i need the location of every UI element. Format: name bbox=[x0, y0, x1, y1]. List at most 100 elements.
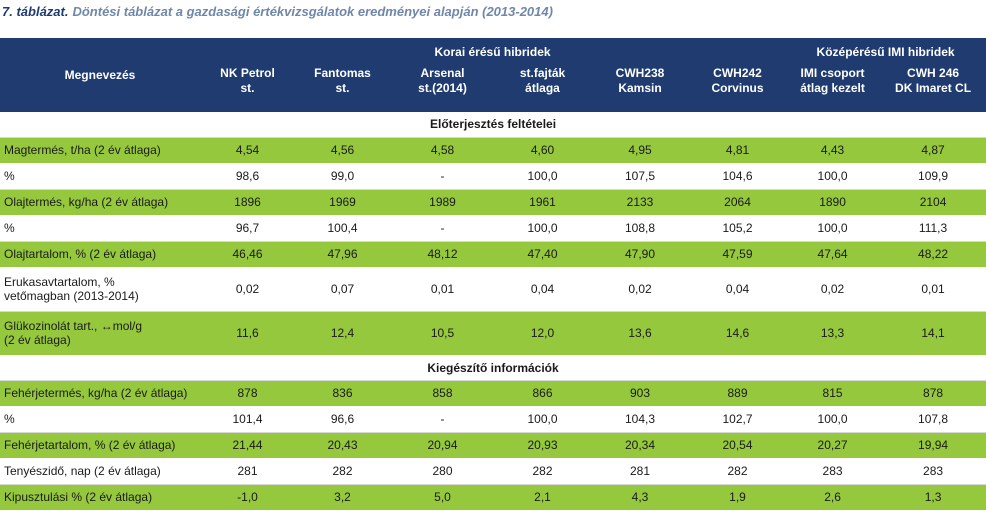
cell-value: 283 bbox=[880, 458, 986, 485]
row-label: Tenyészidő, nap (2 év átlaga) bbox=[0, 458, 200, 485]
cell-value: 2064 bbox=[690, 189, 786, 216]
cell-value: 100,0 bbox=[785, 406, 881, 433]
cell-value: 100,0 bbox=[785, 163, 881, 190]
cell-value: 96,6 bbox=[295, 406, 390, 433]
cell-value: 47,40 bbox=[495, 241, 590, 268]
cell-value: 98,6 bbox=[200, 163, 295, 190]
cell-value: 47,90 bbox=[590, 241, 690, 268]
cell-value: 14,6 bbox=[690, 311, 786, 356]
cell-value: 0,01 bbox=[390, 267, 495, 312]
cell-value: 20,54 bbox=[690, 432, 786, 459]
table-row: Fehérjetartalom, % (2 év átlaga) 21,44 20,… bbox=[0, 432, 986, 459]
table: Megnevezés Korai érésű hibridek Középérésű… bbox=[0, 38, 986, 511]
cell-value: 282 bbox=[295, 458, 390, 485]
row-label: % bbox=[0, 215, 200, 242]
column-header: st.fajták átlaga bbox=[495, 66, 590, 112]
row-label: Fehérjetartalom, % (2 év átlaga) bbox=[0, 432, 200, 459]
header-row: NK Petrol st. Fantomas st. Arsenal st.(201… bbox=[0, 66, 986, 112]
cell-value: 0,04 bbox=[495, 267, 590, 312]
cell-value: 96,7 bbox=[200, 215, 295, 242]
cell-value: 1969 bbox=[295, 189, 390, 216]
cell-value: 4,87 bbox=[880, 137, 986, 164]
table-row: Fehérjetermés, kg/ha (2 év átlaga) 878 836… bbox=[0, 380, 986, 407]
header-cell: Megnevezés bbox=[0, 38, 200, 112]
cell-value: 109,9 bbox=[880, 163, 986, 190]
row-label: Olajtermés, kg/ha (2 év átlaga) bbox=[0, 189, 200, 216]
cell-value: 111,3 bbox=[880, 215, 986, 242]
cell-value: 815 bbox=[785, 380, 881, 407]
cell-value: 105,2 bbox=[690, 215, 786, 242]
cell-value: 100,4 bbox=[295, 215, 390, 242]
cell-value: 21,44 bbox=[200, 432, 295, 459]
cell-value: 2,6 bbox=[785, 484, 881, 511]
cell-value: 100,0 bbox=[495, 163, 590, 190]
cell-value: 47,64 bbox=[785, 241, 881, 268]
section-title: Előterjesztés feltételei bbox=[0, 112, 986, 138]
cell-value: 48,12 bbox=[390, 241, 495, 268]
cell-value: 2104 bbox=[880, 189, 986, 216]
row-label: % bbox=[0, 406, 200, 433]
cell-value: 4,3 bbox=[590, 484, 690, 511]
row-label: Fehérjetermés, kg/ha (2 év átlaga) bbox=[0, 380, 200, 407]
column-header: Arsenal st.(2014) bbox=[390, 66, 495, 112]
cell-value: 20,93 bbox=[495, 432, 590, 459]
cell-value: 101,4 bbox=[200, 406, 295, 433]
cell-value: 858 bbox=[390, 380, 495, 407]
row-label: Glükozinolát tart., ↔mol/g (2 év átlaga) bbox=[0, 311, 200, 356]
cell-value: 878 bbox=[880, 380, 986, 407]
cell-value: 282 bbox=[690, 458, 786, 485]
caption: 7. táblázat. Döntési táblázat a gazdasági… bbox=[2, 4, 553, 19]
cell-value: 1989 bbox=[390, 189, 495, 216]
cell-value: - bbox=[390, 406, 495, 433]
cell-value: 282 bbox=[495, 458, 590, 485]
cell-value: 14,1 bbox=[880, 311, 986, 356]
table-row: Olajtartalom, % (2 év átlaga) 46,46 47,96 4… bbox=[0, 241, 986, 268]
cell-value: 0,02 bbox=[785, 267, 881, 312]
table-row: Magtermés, t/ha (2 év átlaga) 4,54 4,56 4,5… bbox=[0, 137, 986, 164]
cell-value: 19,94 bbox=[880, 432, 986, 459]
table-row: Glükozinolát tart., ↔mol/g (2 év átlaga)… bbox=[0, 311, 986, 356]
cell-value: 20,43 bbox=[295, 432, 390, 459]
cell-value: 281 bbox=[200, 458, 295, 485]
cell-value: 2,1 bbox=[495, 484, 590, 511]
cell-value: 4,58 bbox=[390, 137, 495, 164]
section-row: Előterjesztés feltételei bbox=[0, 112, 986, 138]
cell-value: 12,4 bbox=[295, 311, 390, 356]
cell-value: - bbox=[390, 215, 495, 242]
cell-value: 13,6 bbox=[590, 311, 690, 356]
column-header: Fantomas st. bbox=[295, 66, 390, 112]
table-row: Kipusztulási % (2 év átlaga) -1,0 3,2 5,0 2,… bbox=[0, 484, 986, 511]
cell-value: 4,81 bbox=[690, 137, 786, 164]
table-row: % 101,4 96,6-100,0 104,3 102,7 100,0 107,8 bbox=[0, 406, 986, 433]
cell-value: 100,0 bbox=[785, 215, 881, 242]
cell-value: 4,43 bbox=[785, 137, 881, 164]
header-group: Középérésű IMI hibridek bbox=[785, 38, 986, 66]
cell-value: 12,0 bbox=[495, 311, 590, 356]
cell-value: 46,46 bbox=[200, 241, 295, 268]
row-label: Kipusztulási % (2 év átlaga) bbox=[0, 484, 200, 511]
cell-value: 1,3 bbox=[880, 484, 986, 511]
cell-value: 280 bbox=[390, 458, 495, 485]
cell-value: - bbox=[390, 163, 495, 190]
cell-value: 4,54 bbox=[200, 137, 295, 164]
cell-value: 13,3 bbox=[785, 311, 881, 356]
cell-value: 107,8 bbox=[880, 406, 986, 433]
cell-value: 99,0 bbox=[295, 163, 390, 190]
row-label: Magtermés, t/ha (2 év átlaga) bbox=[0, 137, 200, 164]
cell-value: 283 bbox=[785, 458, 881, 485]
cell-value: 1,9 bbox=[690, 484, 786, 511]
cell-value: 104,3 bbox=[590, 406, 690, 433]
cell-value: 3,2 bbox=[295, 484, 390, 511]
table-row: % 96,7 100,4-100,0 108,8 105,2 100,0 111,3 bbox=[0, 215, 986, 242]
cell-value: 878 bbox=[200, 380, 295, 407]
cell-value: 2133 bbox=[590, 189, 690, 216]
cell-value: 20,34 bbox=[590, 432, 690, 459]
caption-number: 7. táblázat. bbox=[2, 4, 69, 19]
table-row: Tenyészidő, nap (2 év átlaga) 281 282 280 28… bbox=[0, 458, 986, 485]
cell-value: 0,07 bbox=[295, 267, 390, 312]
cell-value: 1961 bbox=[495, 189, 590, 216]
cell-value: 47,96 bbox=[295, 241, 390, 268]
cell-value: 107,5 bbox=[590, 163, 690, 190]
cell-value: 281 bbox=[590, 458, 690, 485]
